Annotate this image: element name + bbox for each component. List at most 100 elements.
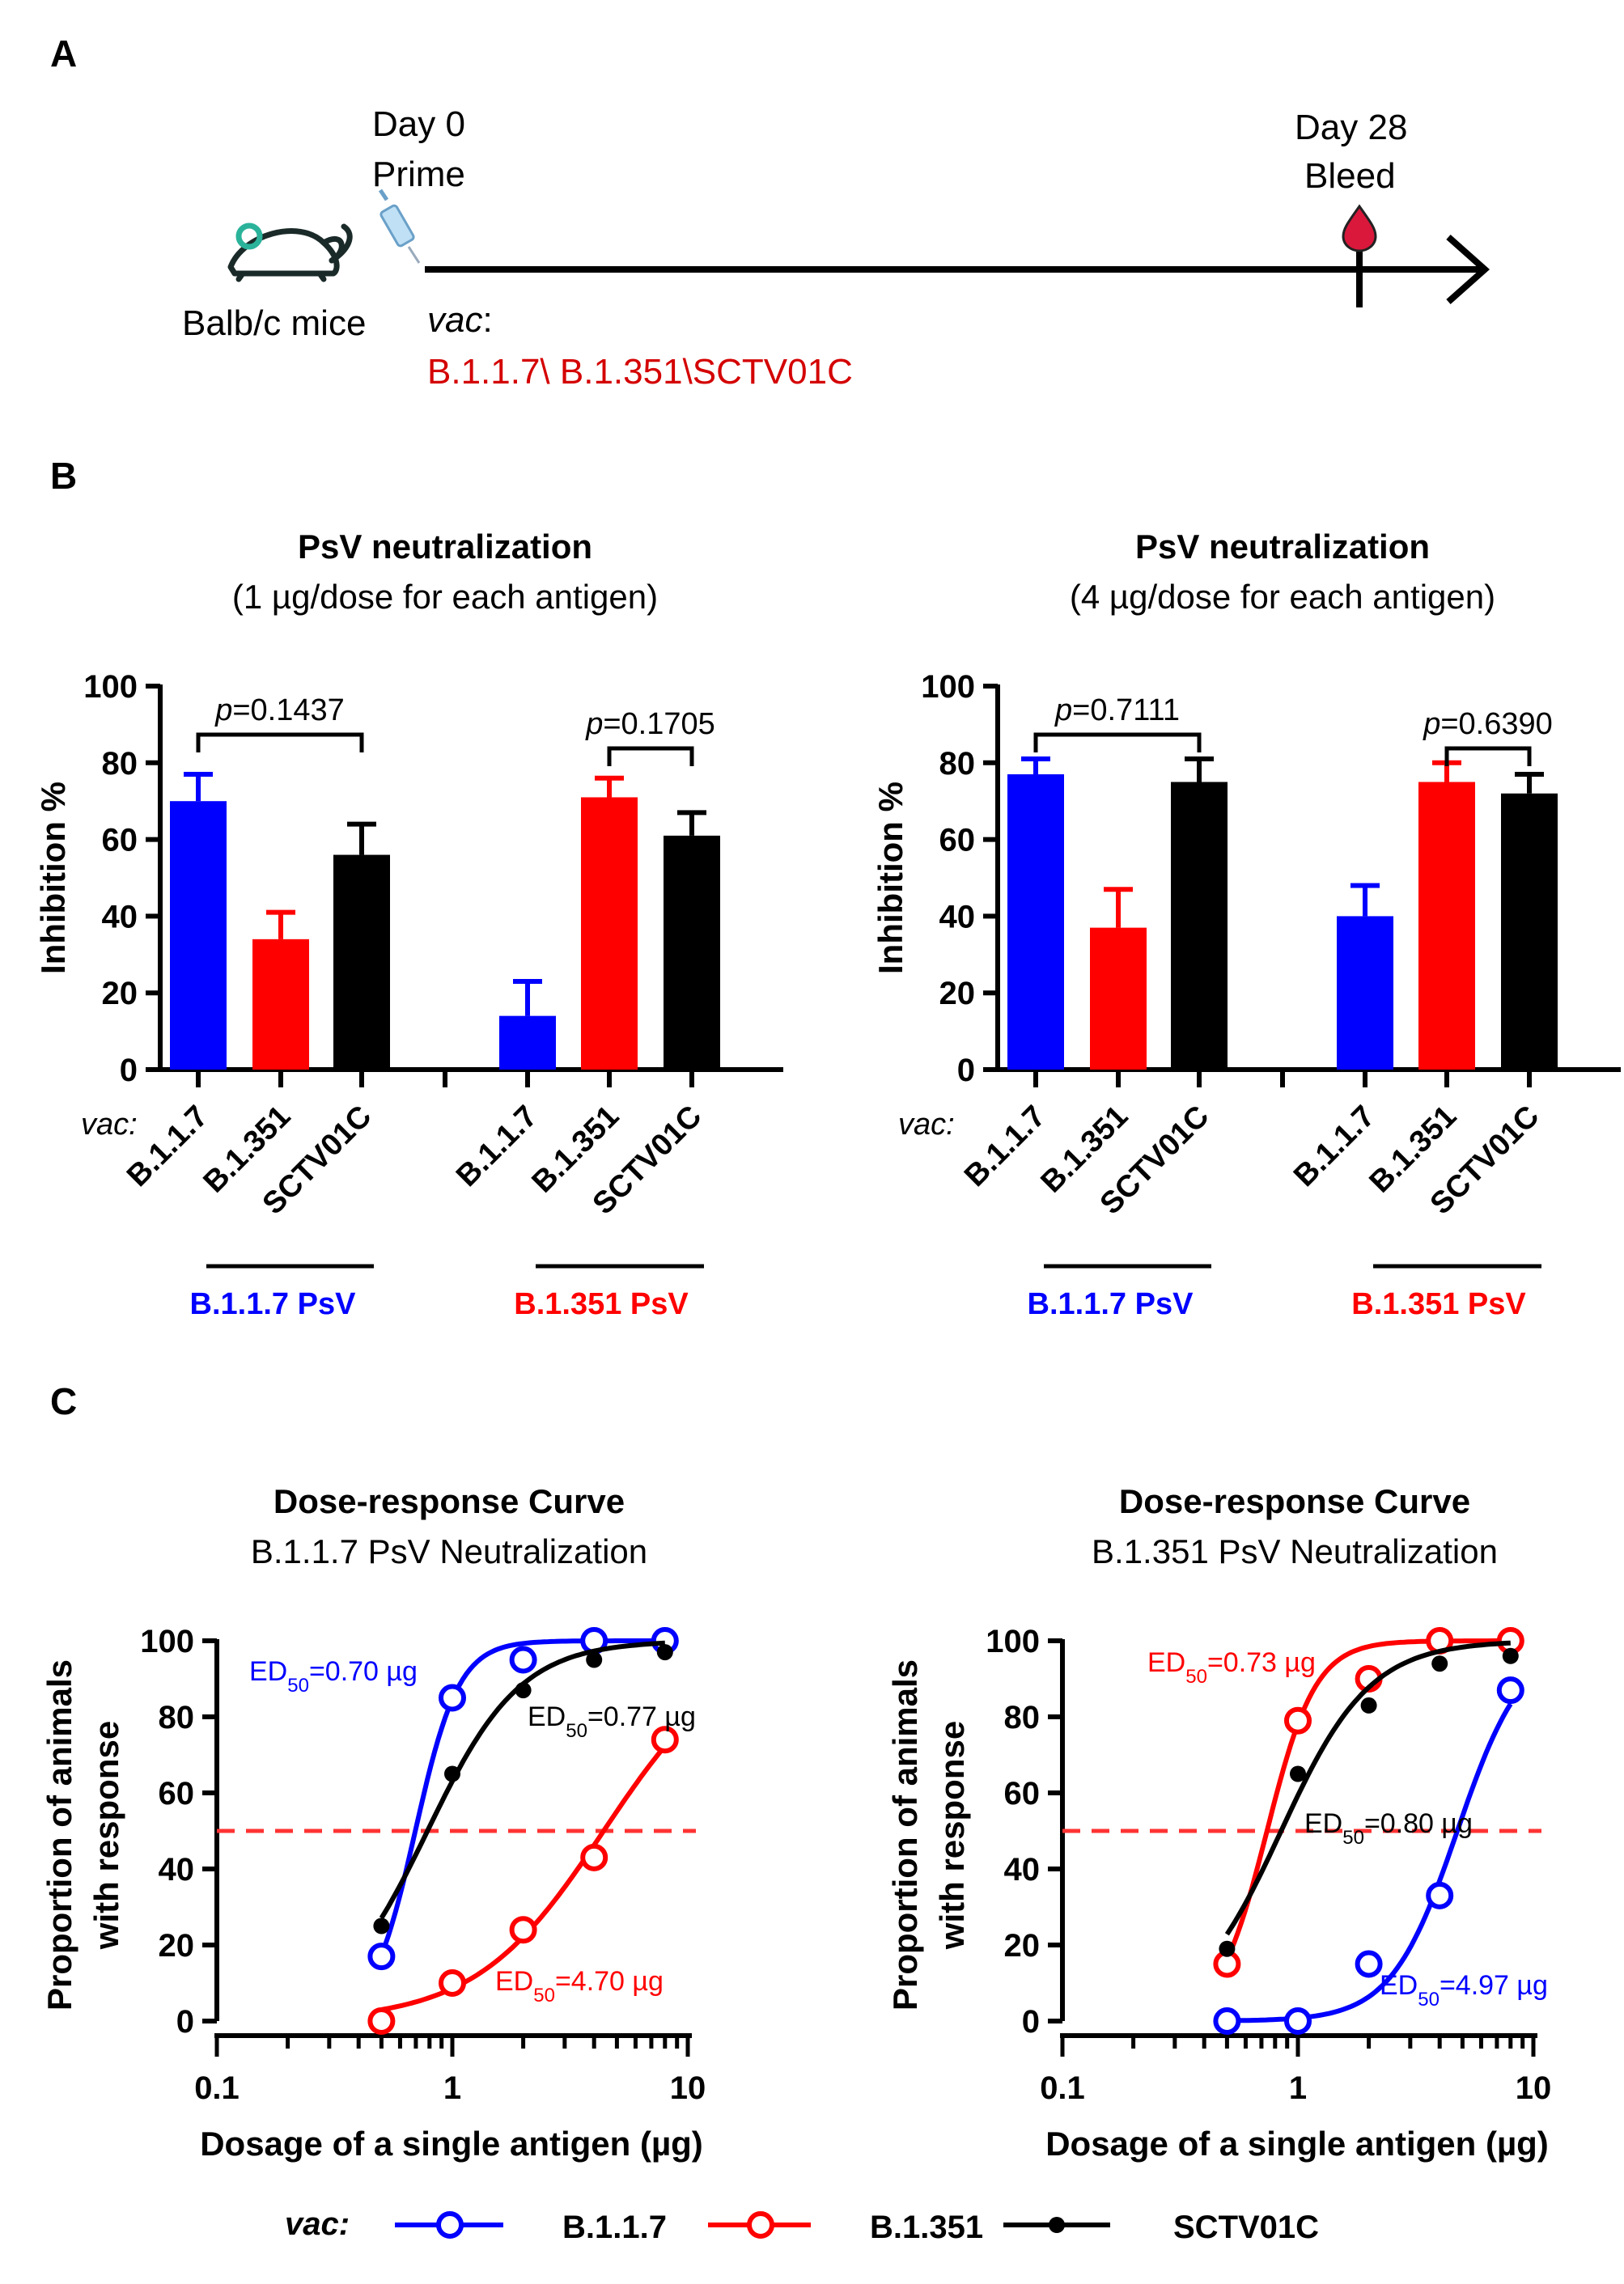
ed50-prefix: ED xyxy=(249,1656,287,1687)
curve-chart-subtitle: B.1.351 PsV Neutralization xyxy=(1092,1532,1498,1570)
y-axis-label: Inhibition % xyxy=(34,782,72,974)
blood-drop-icon xyxy=(1342,204,1377,252)
timeline-arrowhead xyxy=(1446,235,1490,304)
data-point xyxy=(1426,1881,1454,1909)
dose-response-b1351: Dose-response Curve B.1.351 PsV Neutraliz… xyxy=(886,1482,1551,2163)
data-point xyxy=(1284,2007,1312,2035)
y-tick-label: 80 xyxy=(939,746,976,782)
legend-label: SCTV01C xyxy=(1173,2210,1319,2245)
ed50-prefix: ED xyxy=(528,1701,566,1732)
y-axis-label: Inhibition % xyxy=(871,782,910,974)
legend-prefix: vac: xyxy=(285,2206,350,2242)
ed50-label: ED50=0.77 µg xyxy=(528,1701,696,1742)
mice-label: Balb/c mice xyxy=(182,303,366,343)
data-point xyxy=(580,1843,608,1871)
p-value-label: p=0.1437 xyxy=(214,693,345,727)
ed50-value: =0.73 µg xyxy=(1207,1647,1316,1678)
mouse-icon xyxy=(227,222,353,282)
ed50-label: ED50=0.80 µg xyxy=(1304,1808,1473,1849)
bar-chart-1ug: PsV neutralization (1 µg/dose for each an… xyxy=(34,528,783,1321)
bar-sctv01c xyxy=(664,835,720,1070)
ed50-label: ED50=0.70 µg xyxy=(249,1656,418,1697)
dose-response-b117: Dose-response Curve B.1.1.7 PsV Neutraliz… xyxy=(40,1482,706,2163)
x-tick-label: 1 xyxy=(1289,2070,1307,2106)
vaccine-legend: vac: B.1.1.7 B.1.351 SCTV01C xyxy=(285,2206,1319,2245)
bar-b117 xyxy=(1337,916,1393,1070)
x-axis-label: Dosage of a single antigen (µg) xyxy=(1045,2125,1549,2163)
ed50-subscript: 50 xyxy=(533,1985,555,2006)
ed50-label: ED50=0.73 µg xyxy=(1147,1647,1316,1688)
bar-sctv01c xyxy=(1501,793,1558,1070)
data-point xyxy=(1360,1697,1377,1714)
data-point xyxy=(1431,1655,1448,1672)
data-point xyxy=(656,1644,673,1661)
bar-b117 xyxy=(499,1015,556,1070)
bleed-label: Bleed xyxy=(1304,156,1396,196)
bar-sctv01c xyxy=(1171,782,1228,1070)
ed50-value: =4.70 µg xyxy=(555,1966,664,1997)
vac-colon: : xyxy=(482,300,492,340)
y-axis-label-line2: with response xyxy=(933,1721,971,1950)
y-tick-label: 60 xyxy=(159,1776,195,1812)
data-point xyxy=(439,1684,466,1712)
data-point xyxy=(651,1726,679,1754)
fit-curve-b1351 xyxy=(1224,1638,1511,1960)
bar-chart-subtitle: (4 µg/dose for each antigen) xyxy=(1070,578,1495,616)
y-axis-label-line1: Proportion of animals xyxy=(40,1659,78,2011)
data-point xyxy=(1213,2007,1241,2035)
ed50-prefix: ED xyxy=(495,1966,533,1997)
data-point xyxy=(1496,1676,1524,1705)
day28-label: Day 28 xyxy=(1295,108,1407,147)
legend-label: B.1.351 xyxy=(870,2210,983,2245)
y-axis-label-line2: with response xyxy=(87,1721,125,1950)
p-value: =0.7111 xyxy=(1072,693,1180,727)
significance-bracket xyxy=(196,732,364,752)
y-tick-label: 40 xyxy=(1004,1852,1041,1888)
bar-b1351 xyxy=(1090,927,1147,1070)
syringe-icon xyxy=(378,189,421,264)
y-tick-label: 100 xyxy=(83,669,138,705)
ed50-label: ED50=4.70 µg xyxy=(495,1966,664,2006)
panel-c-letter: C xyxy=(50,1380,77,1422)
y-tick-label: 20 xyxy=(1004,1928,1041,1964)
group-label: B.1.1.7 PsV xyxy=(1028,1287,1194,1321)
fit-curve-b117 xyxy=(379,1638,665,1956)
y-tick-label: 80 xyxy=(1004,1700,1041,1735)
x-tick-label: 1 xyxy=(443,2070,461,2106)
ed50-subscript: 50 xyxy=(1342,1827,1364,1849)
p-symbol: p xyxy=(1054,693,1072,727)
ed50-subscript: 50 xyxy=(1418,1989,1440,2011)
ed50-value: =0.80 µg xyxy=(1364,1808,1473,1839)
y-tick-label: 60 xyxy=(939,823,976,858)
y-tick-label: 40 xyxy=(939,899,976,934)
vaccine-list: B.1.1.7\ B.1.351\SCTV01C xyxy=(427,352,853,392)
ed50-label: ED50=4.97 µg xyxy=(1380,1970,1548,2011)
curve-chart-title: Dose-response Curve xyxy=(1119,1482,1470,1520)
x-tick-label: 10 xyxy=(1516,2070,1552,2106)
data-point xyxy=(439,1969,466,1997)
data-point xyxy=(1284,1706,1312,1735)
data-point xyxy=(373,1917,390,1934)
bar-b1351 xyxy=(581,797,638,1070)
y-tick-label: 40 xyxy=(102,899,138,934)
bar-chart-subtitle: (1 µg/dose for each antigen) xyxy=(232,578,658,616)
x-tick-label: 10 xyxy=(670,2070,706,2106)
p-symbol: p xyxy=(1423,707,1440,741)
day0-label: Day 0 xyxy=(372,104,465,144)
data-point xyxy=(1355,1950,1383,1978)
legend-marker xyxy=(436,2211,464,2239)
y-tick-label: 80 xyxy=(159,1700,195,1735)
data-point xyxy=(367,1943,396,1971)
bar-b117 xyxy=(170,801,227,1070)
y-tick-label: 60 xyxy=(1004,1776,1041,1812)
y-tick-label: 20 xyxy=(159,1928,195,1964)
prime-label: Prime xyxy=(372,155,465,194)
x-tick-label: 0.1 xyxy=(1040,2070,1085,2106)
x-tick-label: 0.1 xyxy=(194,2070,240,2106)
y-tick-label: 60 xyxy=(102,823,138,858)
data-point xyxy=(1290,1765,1306,1782)
p-symbol: p xyxy=(585,707,603,741)
vac-axis-prefix: vac: xyxy=(81,1108,138,1142)
vac-word: vac xyxy=(427,300,482,340)
ed50-subscript: 50 xyxy=(1185,1666,1207,1688)
